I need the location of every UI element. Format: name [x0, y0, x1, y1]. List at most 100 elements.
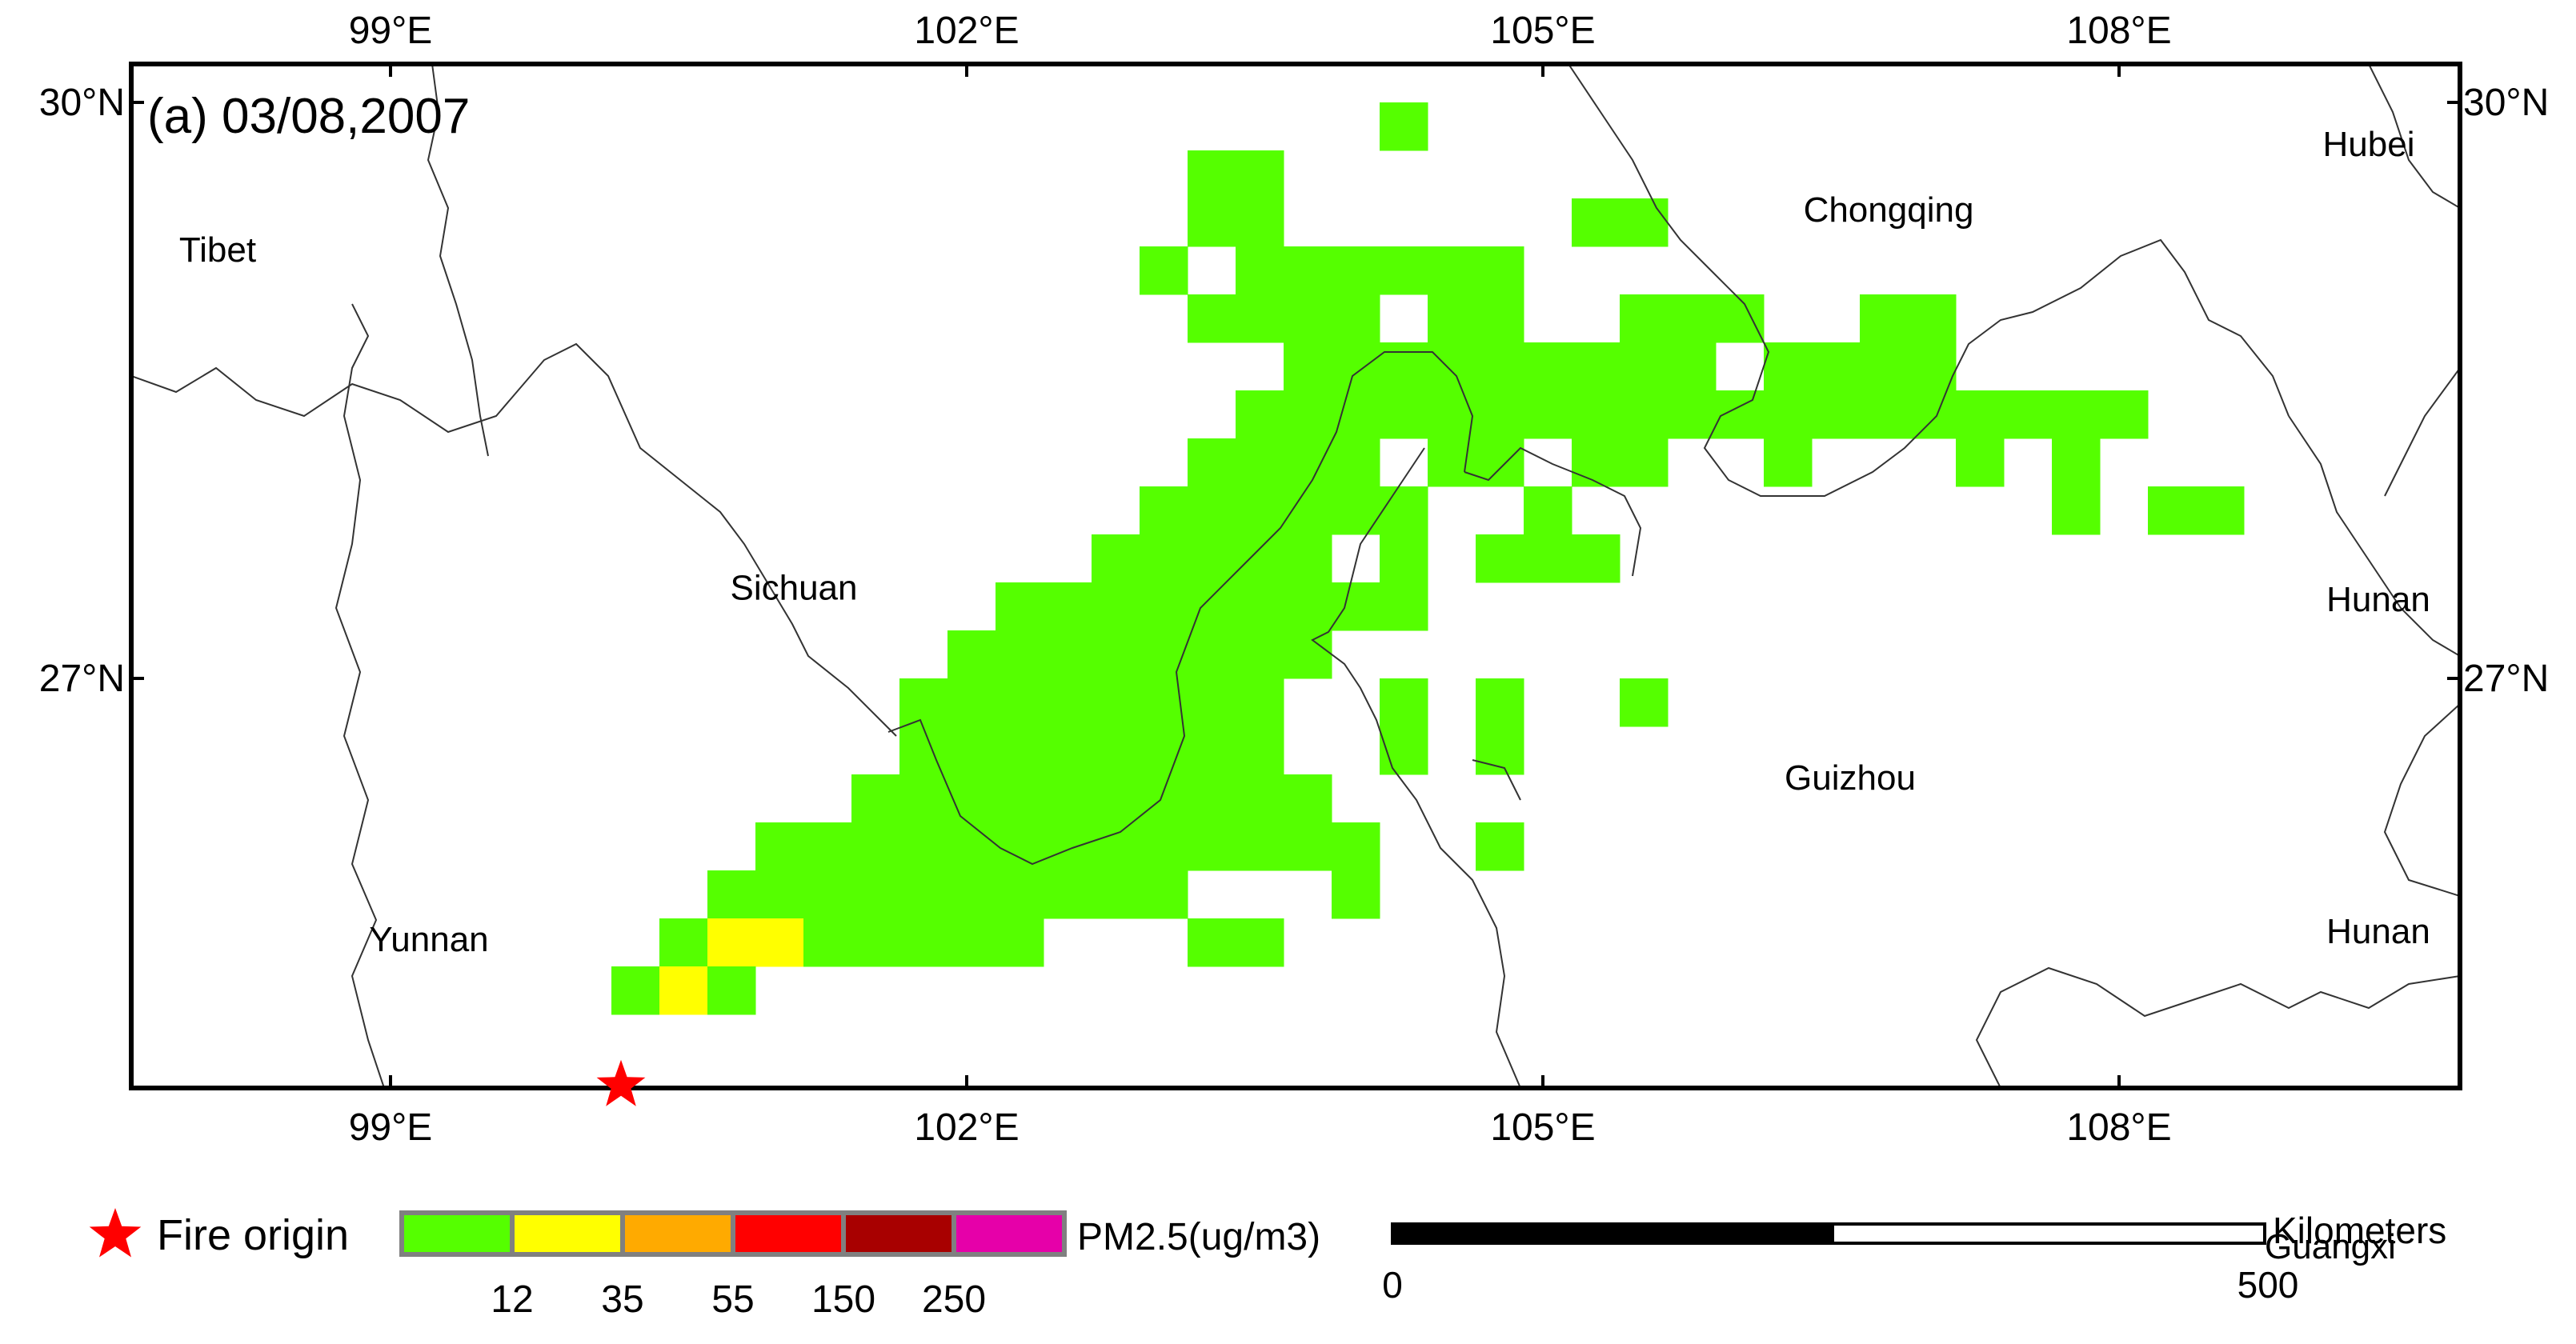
pm25-cell [1188, 438, 1236, 487]
latitude-labels-right: 30°N 27°N [2463, 82, 2549, 700]
pm25-cell [996, 678, 1044, 727]
pm25-cell [1284, 774, 1332, 823]
lon-label-top: 105°E [1490, 10, 1595, 52]
pm25-cell [1476, 678, 1524, 727]
pm25-cell [1188, 198, 1236, 247]
pm25-cell [947, 678, 996, 727]
pm25-cell [1284, 246, 1332, 295]
pm25-cell [1572, 390, 1621, 439]
legend-swatch [399, 1210, 515, 1257]
pm25-cell [2148, 486, 2197, 535]
pm25-cell [1572, 438, 1621, 487]
pm25-cell [1188, 918, 1236, 967]
pm25-cell [1236, 198, 1284, 247]
pm25-cell [1764, 438, 1813, 487]
pm25-cell [1332, 870, 1380, 919]
pm25-cell [1092, 774, 1140, 823]
pm25-cell [1092, 870, 1140, 919]
lon-label-bottom: 108°E [2066, 1106, 2171, 1149]
pm25-cell [899, 726, 948, 775]
pm25-cell [1140, 534, 1188, 583]
legend-color-bar [399, 1210, 1067, 1257]
pm25-cell [1956, 438, 2005, 487]
pm25-cell [755, 822, 804, 871]
pm25-cell [1860, 294, 1909, 343]
pm25-cell [1188, 678, 1236, 727]
scale-start: 0 [1382, 1264, 1403, 1306]
pm25-cell [1140, 726, 1188, 775]
pm25-grid [611, 102, 2245, 1015]
pm25-cell [1236, 486, 1284, 535]
pm25-cell [1236, 246, 1284, 295]
pm25-cell [2052, 438, 2101, 487]
pm25-cell [1044, 726, 1092, 775]
pm25-cell [2052, 390, 2101, 439]
pm25-cell [707, 966, 756, 1015]
pm25-cell [1236, 582, 1284, 631]
pm25-cell [1380, 486, 1428, 535]
scale-bar-white-segment [1831, 1222, 2266, 1245]
pm25-cell [851, 774, 900, 823]
pm25-cell [2004, 390, 2053, 439]
legend-break-label: 150 [811, 1278, 875, 1321]
pm25-cell [899, 822, 948, 871]
pm25-cell [1380, 102, 1428, 151]
pm25-cell [1332, 486, 1380, 535]
region-label: Guangxi [2265, 1227, 2396, 1266]
pm25-cell [1188, 486, 1236, 535]
pm25-cell [1332, 246, 1380, 295]
pm25-cell [2052, 486, 2101, 535]
pm25-cell [1572, 342, 1621, 391]
longitude-labels-bottom: 99°E 102°E 105°E 108°E [349, 1106, 2172, 1149]
pm25-cell [1284, 342, 1332, 391]
pm25-cell [996, 582, 1044, 631]
pm25-cell [1188, 726, 1236, 775]
pm25-cell [1092, 678, 1140, 727]
pm25-cell [1188, 630, 1236, 679]
pm25-cell [707, 870, 756, 919]
pm25-cell [1188, 534, 1236, 583]
legend-swatch [841, 1210, 956, 1257]
pm25-cell [1332, 582, 1380, 631]
region-label: Guizhou [1785, 758, 1916, 798]
pm25-cell [1140, 870, 1188, 919]
pm25-cell [1620, 294, 1669, 343]
pm25-cell [1428, 342, 1476, 391]
pm25-cell [996, 918, 1044, 967]
pm25-cell [1812, 342, 1861, 391]
pm25-cell [1380, 582, 1428, 631]
pm25-cell [899, 774, 948, 823]
pm25-cell [803, 822, 852, 871]
pm25-cell [2196, 486, 2245, 535]
pm25-cell [2100, 390, 2149, 439]
pm25-cell [1092, 630, 1140, 679]
pm25-cell [1284, 822, 1332, 871]
legend-swatch [510, 1210, 625, 1257]
pm25-cell [1284, 294, 1332, 343]
legend-break-labels: 12 35 55 150 250 [491, 1278, 986, 1321]
pm25-cell [1092, 822, 1140, 871]
scale-units: Kilometers [2273, 1210, 2446, 1251]
pm25-cell [803, 918, 852, 967]
pm25-cell [1236, 534, 1284, 583]
region-label: Hubei [2323, 125, 2415, 164]
pm25-cell [1332, 342, 1380, 391]
pm25-cell [707, 918, 756, 967]
pm25-cell [1236, 726, 1284, 775]
province-boundaries [131, 64, 2460, 1088]
pm25-cell [996, 822, 1044, 871]
pm25-cell [1428, 294, 1476, 343]
lon-label-bottom: 99°E [349, 1106, 433, 1149]
pm25-cell [1956, 390, 2005, 439]
pm25-cell [1044, 870, 1092, 919]
pm25-cell [1092, 726, 1140, 775]
region-label: Hunan [2326, 912, 2430, 951]
pm25-cell [1668, 342, 1717, 391]
pm25-cell [1620, 678, 1669, 727]
lat-label-left: 27°N [39, 658, 125, 700]
panel-title: (a) 03/08,2007 [147, 89, 470, 144]
pm25-cell [1044, 774, 1092, 823]
region-label: Hunan [2326, 580, 2430, 619]
pm25-cell [1716, 294, 1765, 343]
pm25-cell [1908, 294, 1957, 343]
